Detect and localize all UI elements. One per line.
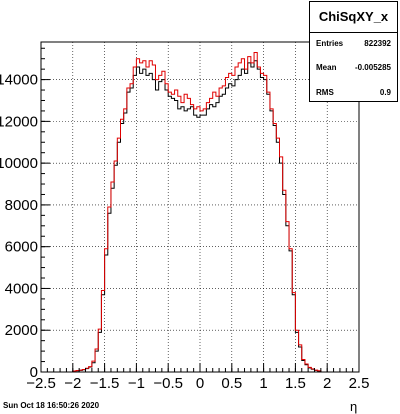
histogram-series-black [41, 60, 359, 373]
stats-mean-label: Mean [316, 63, 337, 72]
stats-entries-value: 822392 [364, 39, 391, 48]
timestamp-footer: Sun Oct 18 16:50:26 2020 [3, 401, 100, 410]
y-tick-label: 2000 [5, 322, 38, 339]
y-tick-label: 12000 [0, 113, 38, 130]
stats-title: ChiSqXY_x [310, 2, 397, 33]
x-tick-label: 1.5 [285, 375, 306, 392]
x-tick-label: −2 [64, 375, 81, 392]
y-tick-label: 6000 [5, 239, 38, 256]
stats-entries-label: Entries [316, 39, 344, 48]
x-tick-label: −1 [128, 375, 145, 392]
stats-rms-value: 0.9 [379, 88, 391, 97]
stats-box: ChiSqXY_x Entries 822392 Mean -0.005285 … [309, 1, 398, 102]
y-tick-label: 10000 [0, 155, 38, 172]
y-tick-label: 14000 [0, 72, 38, 89]
x-tick-label: −1.5 [90, 375, 120, 392]
x-tick-label: 2.5 [349, 375, 370, 392]
y-tick-label: 8000 [5, 197, 38, 214]
x-axis-title: η [350, 399, 358, 414]
stats-rms-label: RMS [316, 88, 334, 97]
y-tick-label: 0 [30, 364, 38, 381]
stats-mean-value: -0.005285 [354, 63, 391, 72]
x-tick-label: 1 [259, 375, 267, 392]
x-tick-label: −0.5 [153, 375, 183, 392]
x-tick-label: −2.5 [26, 375, 56, 392]
x-tick-label: 2 [323, 375, 331, 392]
histogram-series-red [41, 51, 359, 373]
y-tick-label: 4000 [5, 280, 38, 297]
x-tick-label: 0 [196, 375, 204, 392]
x-tick-label: 0.5 [221, 375, 242, 392]
